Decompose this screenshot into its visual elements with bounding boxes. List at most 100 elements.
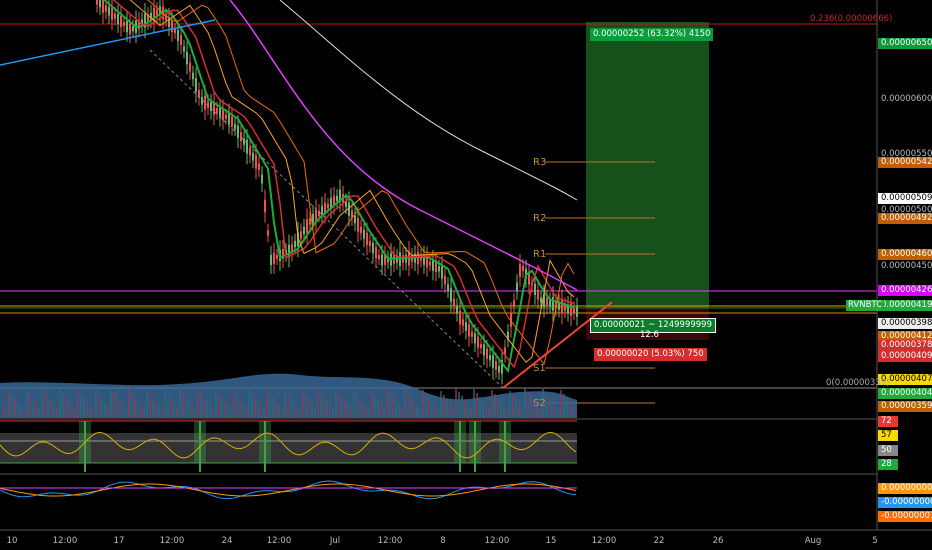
candle-body (498, 366, 500, 373)
volume-bar (221, 398, 223, 418)
volume-bar (407, 393, 409, 418)
candle-body (150, 12, 152, 21)
candle-body (183, 46, 185, 52)
volume-bar (557, 409, 559, 418)
volume-bar (128, 389, 130, 418)
volume-bar (551, 401, 553, 418)
candle-body (192, 72, 194, 80)
volume-bar (167, 395, 169, 418)
rsi-label: 72 (878, 416, 898, 427)
volume-bar (239, 399, 241, 418)
time-label: 5 (872, 536, 878, 546)
candle-body (468, 324, 470, 337)
candle-body (186, 51, 188, 65)
candle-body (267, 230, 269, 236)
candle-body (372, 243, 374, 253)
volume-bar (71, 405, 73, 418)
volume-bar (104, 403, 106, 418)
volume-bar (227, 406, 229, 418)
price-label: 0.00000650 (878, 38, 932, 49)
volume-bar (371, 391, 373, 418)
volume-bar (524, 388, 526, 418)
volume-bar (77, 390, 79, 418)
price-pane (0, 0, 877, 500)
volume-bar (512, 395, 514, 418)
volume-bar (503, 406, 505, 418)
moving-average (102, 0, 575, 374)
candle-body (231, 116, 233, 127)
rsi-label: 28 (878, 459, 898, 470)
candle-body (219, 107, 221, 118)
volume-bar (35, 403, 37, 418)
symbol-label: RVNBTC (846, 300, 885, 311)
volume-bar (242, 403, 244, 418)
rsi-band (0, 433, 577, 463)
candle-body (555, 301, 557, 309)
candle-body (567, 304, 569, 314)
volume-bar (317, 388, 319, 418)
candle-body (297, 232, 299, 247)
candle-body (465, 322, 467, 331)
candle-body (486, 348, 488, 359)
candle-body (339, 189, 341, 203)
candle-body (276, 255, 278, 259)
volume-bar (11, 394, 13, 418)
candle-body (147, 14, 149, 23)
candle-body (327, 203, 329, 208)
volume-bar (452, 407, 454, 418)
volume-bar (383, 407, 385, 418)
volume-bar (542, 389, 544, 418)
volume-bar (110, 388, 112, 418)
volume-bar (413, 401, 415, 418)
candle-body (363, 230, 365, 239)
volume-bar (560, 390, 562, 418)
volume-bar (14, 398, 16, 418)
volume-bar (389, 392, 391, 418)
moving-average (129, 0, 575, 364)
volume-bar (83, 398, 85, 418)
volume-bar (272, 397, 274, 418)
time-label: 10 (6, 536, 18, 546)
price-label: 0.00000450 (881, 261, 932, 271)
volume-bar (74, 409, 76, 418)
candle-body (516, 282, 518, 292)
volume-bar (68, 401, 70, 418)
rsi-label: 50 (878, 445, 898, 456)
candle-body (138, 20, 140, 30)
volume-bar (212, 409, 214, 418)
candle-body (132, 26, 134, 32)
candle-body (282, 249, 284, 259)
candle-body (120, 15, 122, 28)
candle-body (561, 300, 563, 314)
moving-average (147, 0, 575, 366)
entry-ratio: 12.6 (640, 330, 659, 340)
candle-body (537, 289, 539, 300)
volume-bar (170, 399, 172, 418)
candle-body (171, 20, 173, 33)
candle-body (189, 62, 191, 72)
volume-bar (287, 394, 289, 418)
volume-bar (23, 410, 25, 418)
volume-bar (266, 389, 268, 418)
volume-bar (398, 404, 400, 418)
volume-bar (152, 398, 154, 418)
volume-bar (80, 394, 82, 418)
volume-bar (20, 406, 22, 418)
signal-line (0, 483, 577, 497)
volume-bar (368, 410, 370, 418)
volume-bar (455, 388, 457, 418)
candle-body (168, 17, 170, 27)
candle-body (225, 114, 227, 119)
volume-bar (224, 402, 226, 418)
volume-bar (443, 395, 445, 418)
candle-body (243, 138, 245, 145)
volume-bar (53, 404, 55, 418)
candle-body (570, 303, 572, 316)
price-label: 0.00000407 (878, 374, 932, 385)
candle-body (198, 90, 200, 98)
volume-bar (233, 391, 235, 418)
rsi-line (0, 431, 577, 459)
volume-bar (404, 389, 406, 418)
volume-bar (506, 410, 508, 418)
